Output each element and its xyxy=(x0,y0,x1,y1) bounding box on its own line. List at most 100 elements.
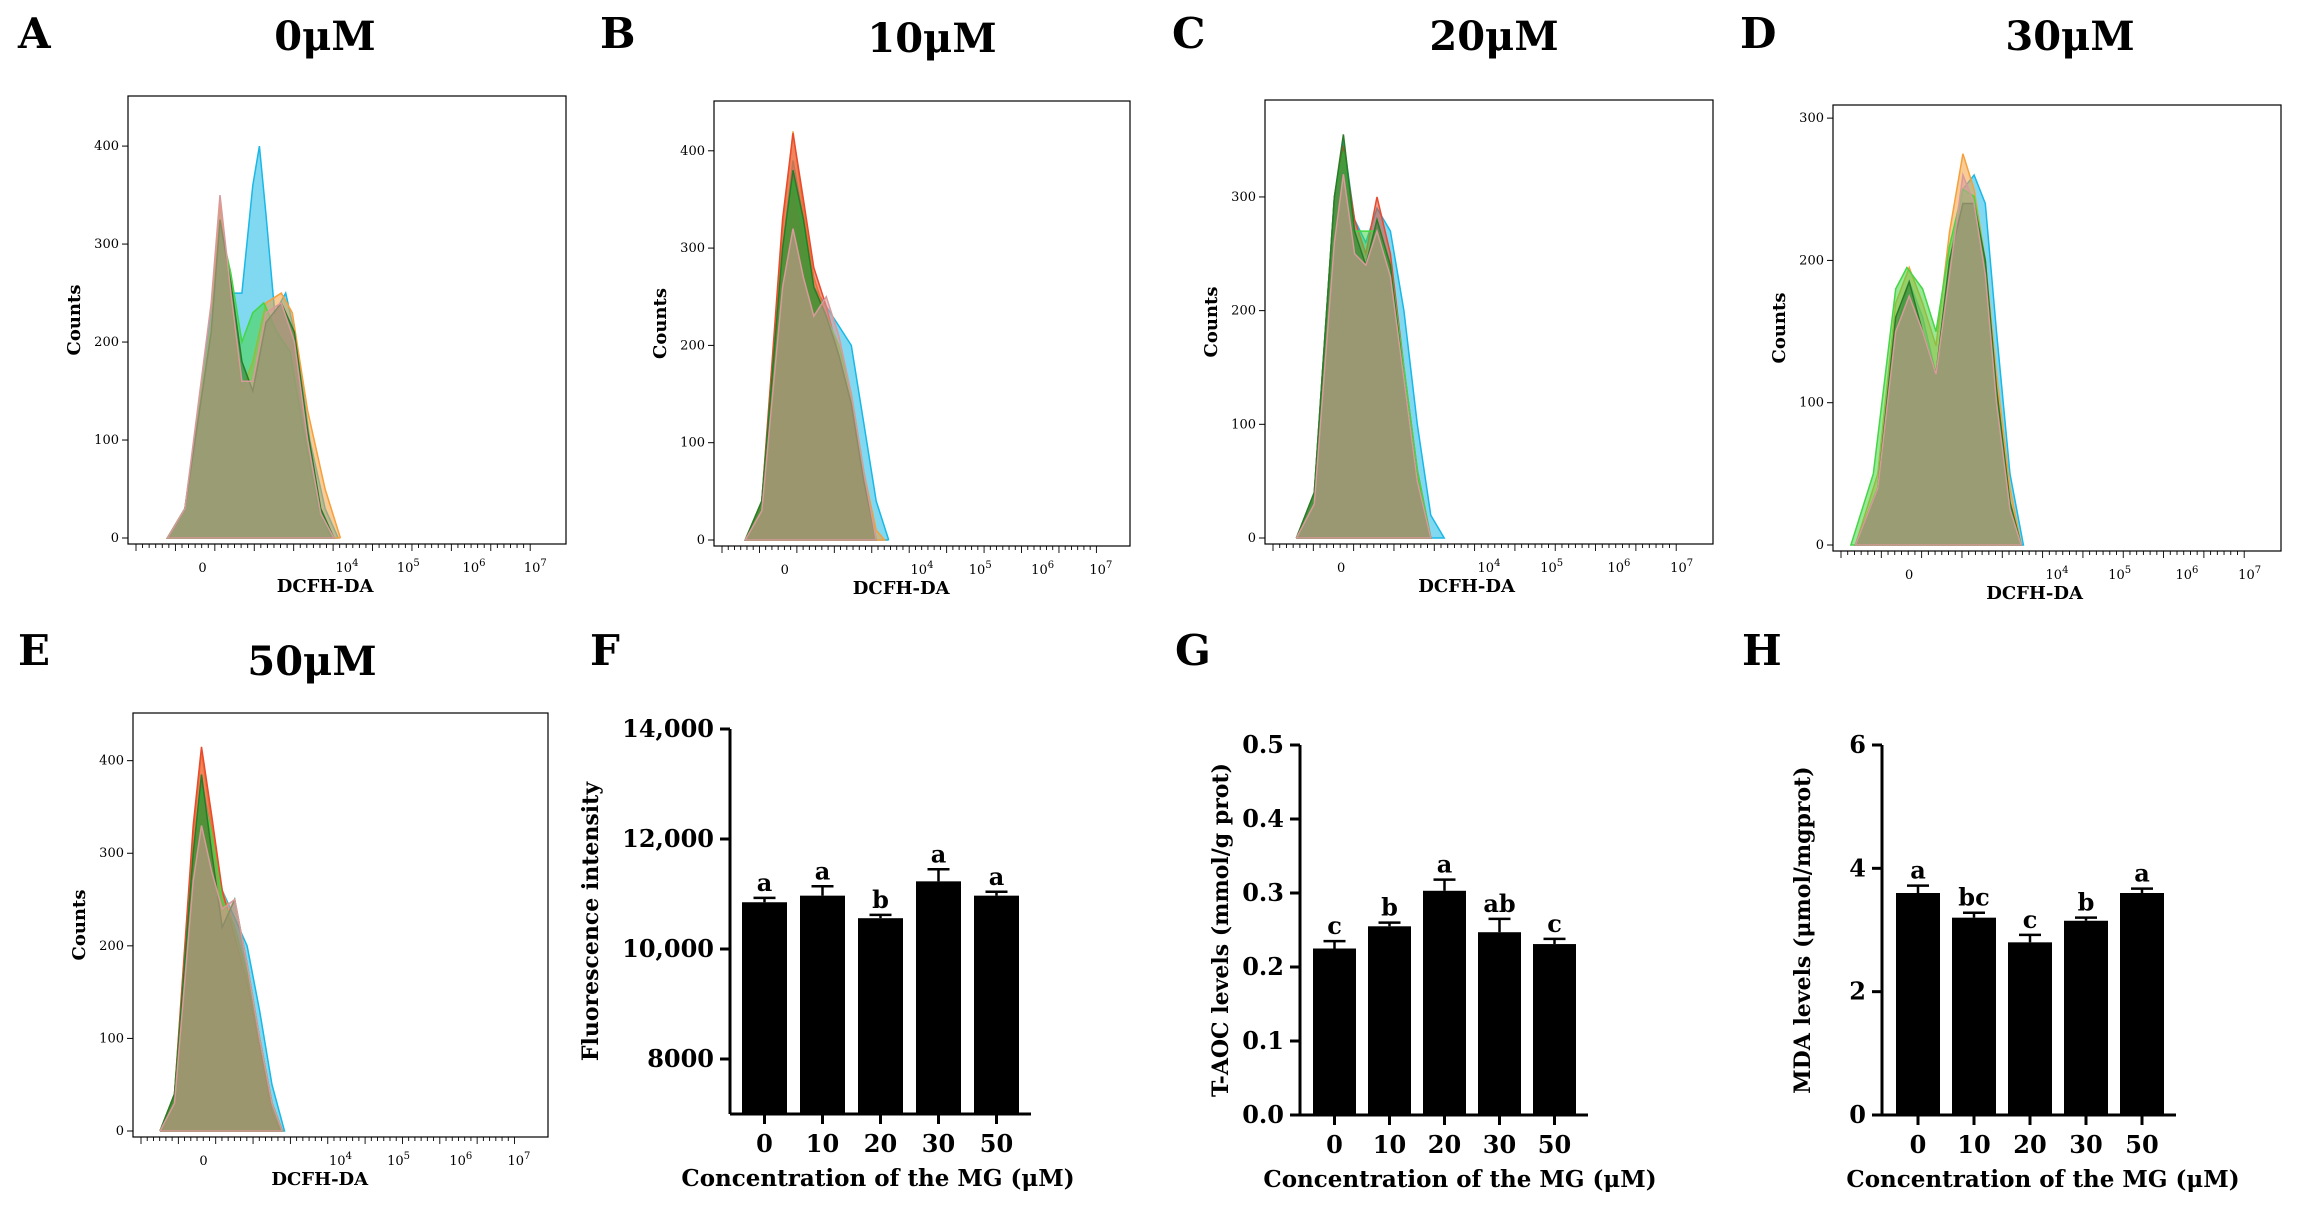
y-tick-label: 300 xyxy=(1231,190,1256,205)
panel-label: F xyxy=(590,626,620,675)
y-axis-label: Counts xyxy=(64,285,85,356)
y-tick-label: 6 xyxy=(1849,730,1866,759)
y-tick-label: 0 xyxy=(111,531,119,546)
panel-label: B xyxy=(600,9,636,58)
panel-a: A 0μM 0 100 200 300 400 0 104 105 106 107 DCFH-DA Cou… xyxy=(17,9,567,597)
y-tick-label: 0.1 xyxy=(1242,1026,1284,1055)
x-tick-label: 10 xyxy=(806,1129,839,1158)
significance-letter: a xyxy=(989,862,1005,891)
bar xyxy=(2064,920,2108,1115)
y-tick-label: 300 xyxy=(99,846,124,861)
x-tick-label: 105 xyxy=(387,1151,410,1169)
x-axis-label: DCFH-DA xyxy=(1418,576,1516,597)
significance-letter: b xyxy=(872,885,889,914)
x-tick-label: 30 xyxy=(2069,1130,2102,1159)
y-tick-label: 400 xyxy=(680,144,705,159)
y-tick-label: 0.5 xyxy=(1242,730,1284,759)
y-axis-label: Counts xyxy=(69,890,90,961)
x-tick-label: 106 xyxy=(1031,560,1054,578)
histogram-pink xyxy=(743,228,877,541)
histogram-pink xyxy=(1854,172,2023,546)
x-tick-label: 107 xyxy=(507,1151,530,1169)
x-tick-label: 10 xyxy=(1957,1130,1990,1159)
y-tick-label: 0 xyxy=(697,533,705,548)
y-axis-label: T-AOC levels (mmol/g prot) xyxy=(1208,763,1234,1097)
y-tick-label: 0.3 xyxy=(1242,878,1284,907)
y-axis-label: MDA levels (μmol/mgprot) xyxy=(1790,766,1816,1093)
x-tick-label: 0 xyxy=(1326,1130,1343,1159)
bar xyxy=(1952,917,1996,1115)
y-axis-label: Counts xyxy=(650,288,671,359)
bar xyxy=(858,918,903,1114)
x-tick-label: 20 xyxy=(1428,1130,1461,1159)
x-tick-label: 105 xyxy=(1540,558,1563,576)
y-tick-label: 300 xyxy=(1799,111,1824,126)
x-tick-label: 50 xyxy=(2125,1130,2158,1159)
y-tick-label: 200 xyxy=(1231,304,1256,319)
panel-title: 20μM xyxy=(1429,13,1558,60)
x-tick-label: 0 xyxy=(198,561,206,576)
x-axis-label: DCFH-DA xyxy=(1986,583,2084,604)
x-tick-label: 107 xyxy=(2238,565,2261,583)
plot-frame xyxy=(127,95,567,545)
x-tick-label: 20 xyxy=(2013,1130,2046,1159)
y-tick-label: 400 xyxy=(99,754,124,769)
bar xyxy=(1368,926,1411,1115)
panel-label: G xyxy=(1175,626,1211,675)
x-tick-label: 0 xyxy=(1910,1130,1927,1159)
x-axis-label: Concentration of the MG (μM) xyxy=(681,1165,1074,1192)
y-tick-label: 0.0 xyxy=(1242,1100,1284,1129)
panel-label: A xyxy=(17,9,52,58)
x-tick-label: 0 xyxy=(1337,561,1345,576)
y-tick-label: 100 xyxy=(1231,417,1256,432)
panel-c: C 20μM 0 100 200 300 0 104 105 106 107 DCFH-DA Count… xyxy=(1172,9,1714,597)
bar xyxy=(1423,890,1466,1115)
panel-b: B 10μM 0 100 200 300 400 0 104 105 106 107 DCFH-DA Co… xyxy=(600,9,1131,599)
y-tick-label: 100 xyxy=(1799,396,1824,411)
x-tick-label: 105 xyxy=(969,560,992,578)
x-tick-label: 50 xyxy=(1538,1130,1571,1159)
plot-frame xyxy=(1832,104,2282,552)
significance-letter: a xyxy=(2134,859,2150,888)
x-tick-label: 20 xyxy=(864,1129,897,1158)
x-tick-label: 50 xyxy=(980,1129,1013,1158)
bar xyxy=(1313,948,1356,1115)
significance-letter: b xyxy=(2078,888,2095,917)
x-tick-label: 104 xyxy=(911,560,934,578)
panel-label: D xyxy=(1740,9,1776,58)
x-tick-label: 10 xyxy=(1373,1130,1406,1159)
plot-frame xyxy=(1264,99,1714,545)
y-tick-label: 100 xyxy=(99,1031,124,1046)
x-axis-label: Concentration of the MG (μM) xyxy=(1263,1166,1656,1193)
significance-letter: b xyxy=(1381,893,1398,922)
significance-letter: a xyxy=(1910,856,1926,885)
y-tick-label: 200 xyxy=(94,335,119,350)
y-tick-label: 0 xyxy=(1248,531,1256,546)
significance-letter: bc xyxy=(1958,883,1989,912)
bar xyxy=(1896,893,1940,1115)
panel-e: E 50μM 0 100 200 300 400 0 104 105 106 107 DCFH-DA Co… xyxy=(18,626,549,1190)
x-axis-label: DCFH-DA xyxy=(277,576,375,597)
y-tick-label: 14,000 xyxy=(622,714,714,743)
significance-letter: a xyxy=(931,839,947,868)
x-tick-label: 105 xyxy=(397,558,420,576)
y-tick-label: 12,000 xyxy=(622,824,714,853)
x-tick-label: 30 xyxy=(922,1129,955,1158)
y-tick-label: 200 xyxy=(99,939,124,954)
y-tick-label: 10,000 xyxy=(622,934,714,963)
significance-letter: a xyxy=(815,856,831,885)
panel-title: 0μM xyxy=(274,13,375,60)
x-tick-label: 0 xyxy=(781,563,789,578)
y-tick-label: 100 xyxy=(94,433,119,448)
significance-letter: a xyxy=(757,868,773,897)
x-tick-label: 104 xyxy=(329,1151,352,1169)
panel-label: H xyxy=(1742,626,1782,675)
panel-h: H 0 2 4 6 a 0 bc 10 c 20 b 30 a 50 Concentration of the… xyxy=(1742,626,2240,1193)
y-tick-label: 300 xyxy=(680,241,705,256)
panel-g: G 0.0 0.1 0.2 0.3 0.4 0.5 c 0 b 10 a 20 ab 30 c 50 Concen… xyxy=(1175,626,1657,1193)
y-tick-label: 4 xyxy=(1849,853,1866,882)
histogram-pink xyxy=(166,195,336,539)
x-tick-label: 107 xyxy=(1670,558,1693,576)
x-tick-label: 106 xyxy=(449,1151,472,1169)
